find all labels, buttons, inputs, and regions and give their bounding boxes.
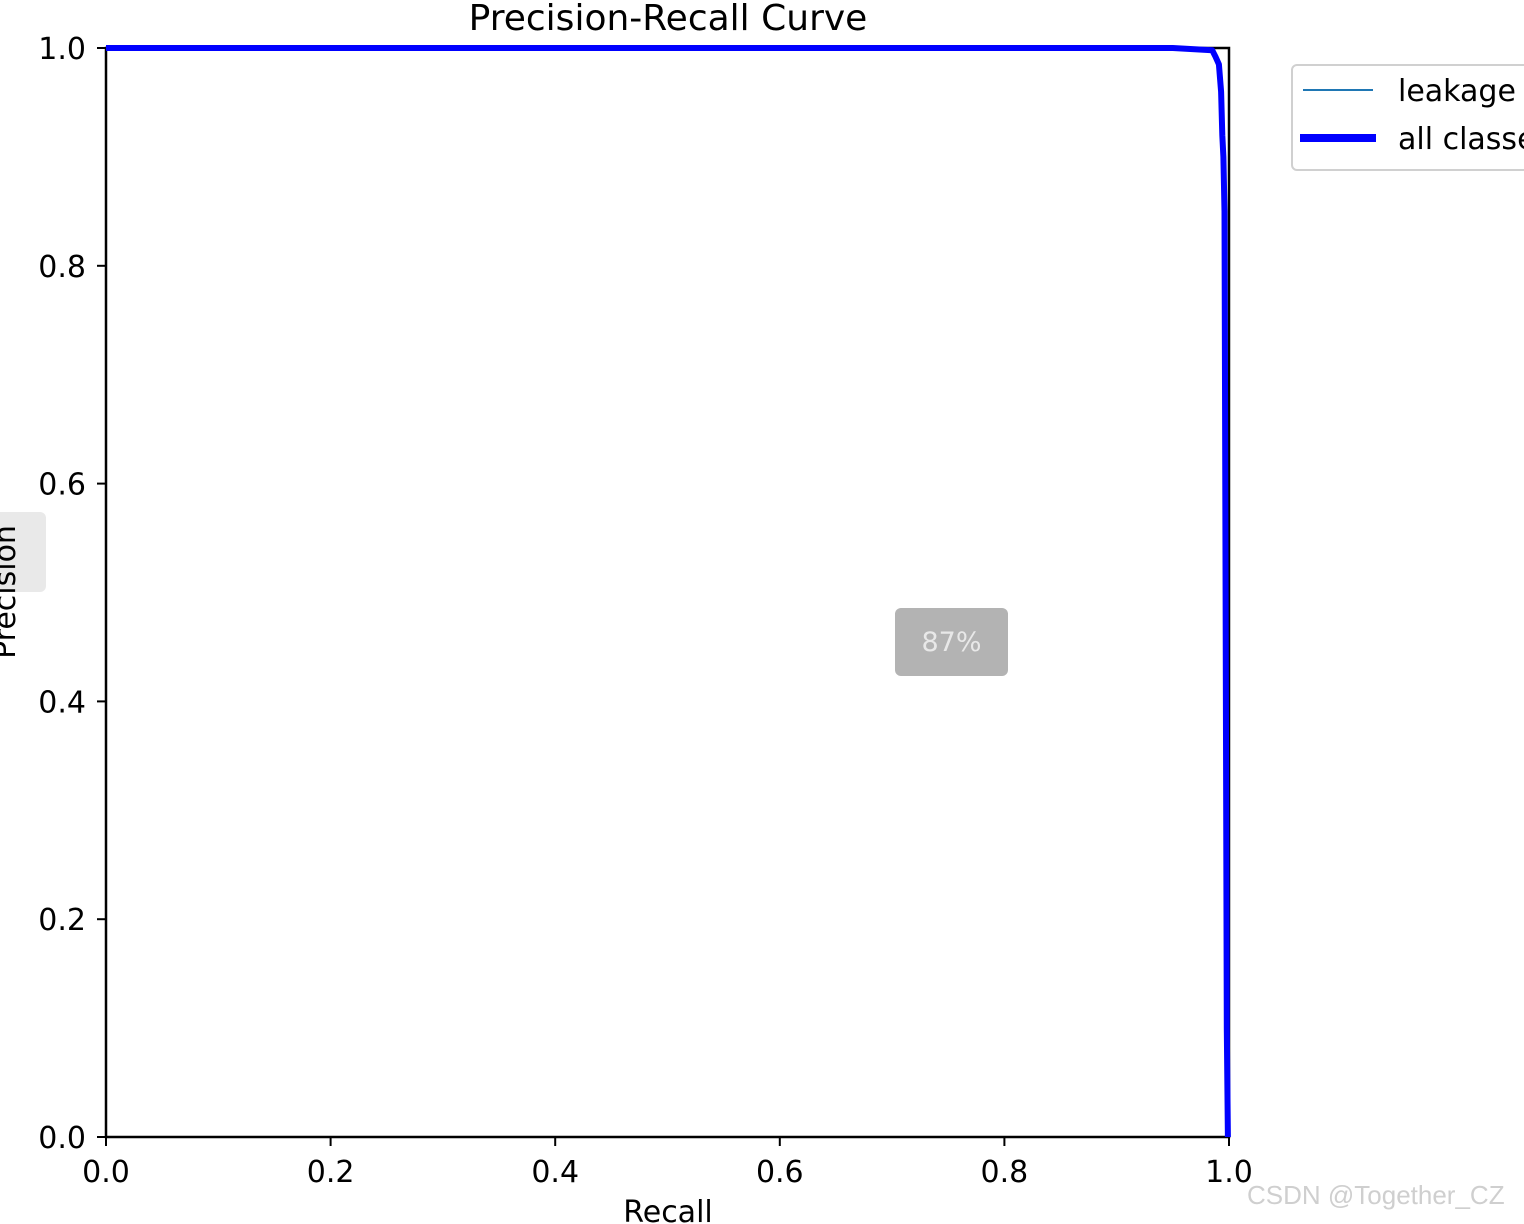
x-axis-label: Recall (623, 1195, 713, 1224)
y-tick-label: 0.2 (38, 903, 86, 938)
x-tick-label: 0.2 (307, 1155, 355, 1190)
x-tick-label: 0.0 (82, 1155, 130, 1190)
zoom-level-badge[interactable]: 87% (895, 608, 1008, 676)
legend-label-leakage: leakage (1398, 74, 1516, 109)
plot-axes (104, 46, 1231, 1139)
plot-frame (104, 46, 1231, 1139)
watermark: CSDN @Together_CZ (1247, 1180, 1505, 1210)
legend-box (1291, 64, 1524, 171)
x-tick-label: 1.0 (1205, 1155, 1253, 1190)
x-tick-label: 0.4 (531, 1155, 579, 1190)
y-tick-label: 0.4 (38, 685, 86, 720)
tick-labels: 0.0 0.2 0.4 0.6 0.8 1.0 0.0 0.2 0.4 0.6 0.8 1.0 (38, 32, 1253, 1190)
legend: leakage all classes (1291, 64, 1524, 171)
y-tick-label: 0.8 (38, 250, 86, 285)
series-line-all-classes (106, 45, 1231, 1138)
chart-title: Precision-Recall Curve (469, 0, 868, 39)
y-tick-label: 0.6 (38, 468, 86, 503)
y-axis-label-highlight (0, 512, 46, 592)
x-tick-label: 0.8 (981, 1155, 1029, 1190)
series-layer (106, 45, 1231, 1138)
x-tick-label: 0.6 (756, 1155, 804, 1190)
y-tick-label: 1.0 (38, 32, 86, 67)
y-tick-label: 0.0 (38, 1121, 86, 1156)
series-line-leakage (106, 47, 1229, 1138)
legend-label-all-classes: all classes (1398, 122, 1524, 157)
